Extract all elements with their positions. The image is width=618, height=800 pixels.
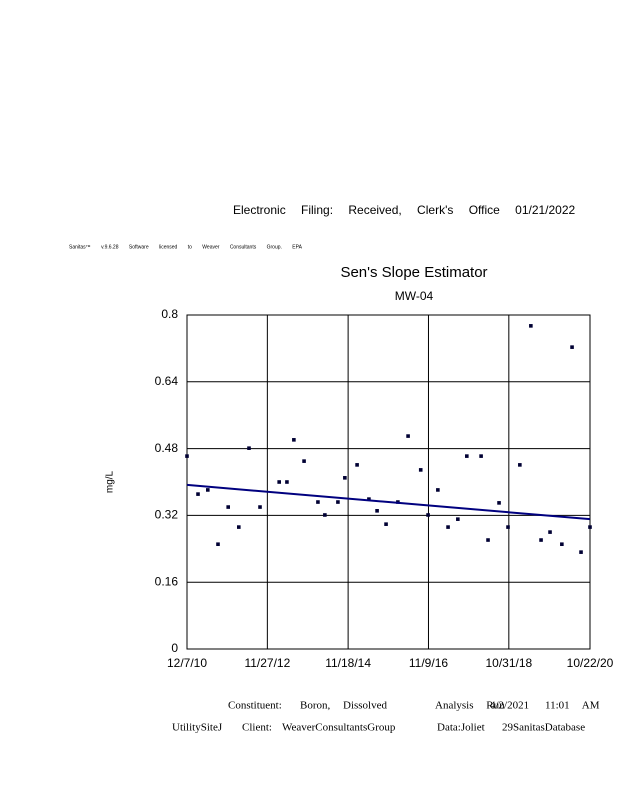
data-point bbox=[465, 454, 469, 458]
data-point bbox=[548, 530, 552, 534]
data-point bbox=[226, 505, 230, 509]
license-note: Sanitas™ v.9.6.28 Software licensed to W… bbox=[69, 244, 303, 250]
data-point bbox=[367, 497, 371, 501]
y-tick-label: 0.8 bbox=[161, 307, 178, 321]
x-tick-label: 11/18/14 bbox=[325, 656, 371, 670]
data-point bbox=[336, 500, 340, 504]
data-point bbox=[384, 522, 388, 526]
x-tick-label: 12/7/10 bbox=[167, 656, 207, 670]
y-axis-label: mg/L bbox=[105, 470, 116, 493]
data-point bbox=[588, 525, 592, 529]
data-point bbox=[258, 505, 262, 509]
footer-text: 29SanitasDatabase bbox=[502, 722, 585, 734]
data-point bbox=[570, 345, 574, 349]
data-point bbox=[497, 501, 501, 505]
data-point bbox=[185, 454, 189, 458]
data-point bbox=[426, 513, 430, 517]
data-point bbox=[277, 480, 281, 484]
footer-text: Client: bbox=[242, 722, 272, 734]
data-point bbox=[302, 459, 306, 463]
data-point bbox=[206, 488, 210, 492]
data-point bbox=[446, 525, 450, 529]
data-point bbox=[539, 538, 543, 542]
y-tick-label: 0.16 bbox=[155, 574, 179, 588]
data-point bbox=[323, 513, 327, 517]
data-point bbox=[355, 463, 359, 467]
data-point bbox=[479, 454, 483, 458]
chart-subtitle: MW-04 bbox=[395, 289, 434, 303]
footer-text: WeaverConsultantsGroup bbox=[282, 722, 396, 734]
data-point bbox=[237, 525, 241, 529]
data-point bbox=[579, 550, 583, 554]
y-tick-label: 0.32 bbox=[155, 508, 179, 522]
data-point bbox=[247, 446, 251, 450]
data-point bbox=[316, 500, 320, 504]
y-tick-label: 0.48 bbox=[155, 441, 179, 455]
data-point bbox=[518, 463, 522, 467]
footer-text: Analysis Run bbox=[435, 700, 505, 712]
data-point bbox=[292, 438, 296, 442]
footer-text: Boron, Dissolved bbox=[300, 700, 388, 712]
x-tick-label: 10/22/20 bbox=[567, 656, 614, 670]
data-point bbox=[216, 542, 220, 547]
data-point bbox=[529, 324, 533, 328]
data-point bbox=[486, 538, 490, 542]
trend-line bbox=[186, 483, 591, 521]
data-point bbox=[406, 434, 410, 438]
data-point bbox=[285, 480, 289, 484]
x-tick-label: 11/9/16 bbox=[409, 656, 448, 670]
footer-text: UtilitySiteJ bbox=[172, 722, 223, 734]
data-point bbox=[196, 492, 200, 496]
y-tick-label: 0 bbox=[171, 641, 178, 655]
footer-text: 11:01 AM bbox=[545, 700, 600, 712]
data-point bbox=[418, 468, 423, 472]
x-tick-label: 10/31/18 bbox=[485, 656, 532, 670]
data-point bbox=[456, 517, 460, 521]
footer-text: Data:Joliet bbox=[437, 722, 485, 734]
data-point bbox=[436, 488, 440, 492]
footer-text: 4/2/2021 bbox=[490, 700, 529, 712]
data-point bbox=[343, 476, 347, 480]
data-point bbox=[506, 525, 510, 529]
data-point bbox=[375, 509, 379, 513]
x-tick-label: 11/27/12 bbox=[244, 656, 290, 670]
filing-stamp: Electronic Filing: Received, Clerk's Off… bbox=[233, 203, 576, 217]
y-tick-label: 0.64 bbox=[155, 374, 179, 388]
chart-title: Sen's Slope Estimator bbox=[340, 264, 487, 281]
data-point bbox=[560, 542, 564, 547]
plot-frame bbox=[186, 314, 591, 650]
footer-text: Constituent: bbox=[228, 700, 282, 712]
